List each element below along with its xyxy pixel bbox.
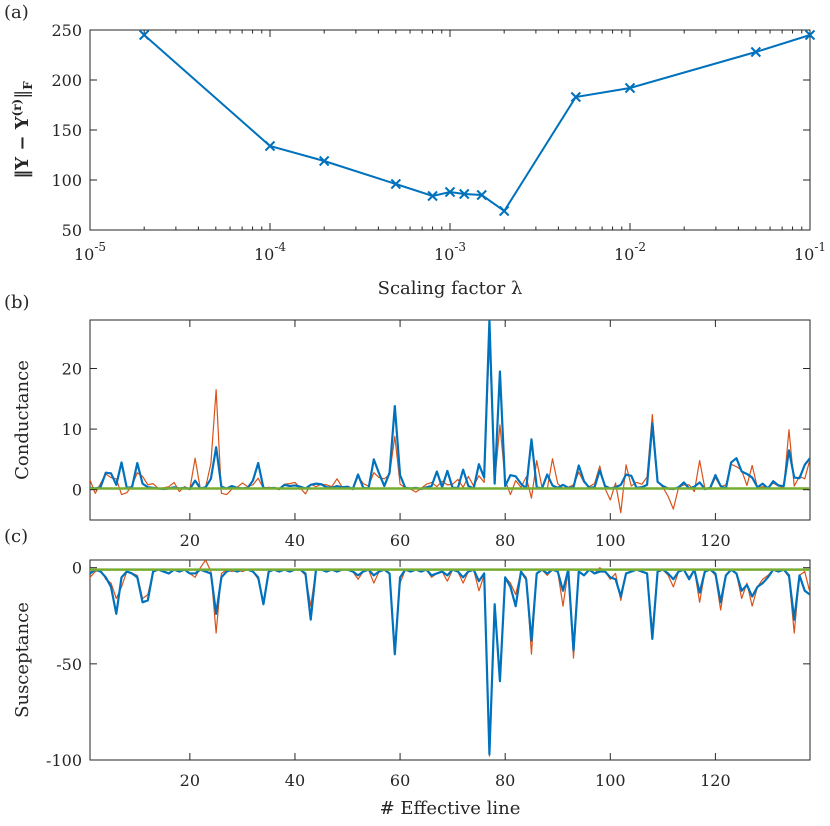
panel-a-ylabel-sup: (r) <box>10 99 24 117</box>
series-line <box>90 568 810 756</box>
x-tick-label: 100 <box>595 531 626 550</box>
x-tick-base: 10 <box>794 245 814 264</box>
panel-b-axes-box <box>89 319 811 521</box>
x-tick-label: 10-2 <box>614 240 646 264</box>
panel-a-ylabel: ‖Y − Y(r)‖F <box>10 81 35 179</box>
x-tick-label: 60 <box>390 771 410 790</box>
data-point-marker <box>138 29 150 41</box>
x-tick-exponent: -3 <box>454 240 466 254</box>
panel-c-xlabel: # Effective line <box>380 798 521 819</box>
panel-c-series <box>90 560 810 757</box>
panel-c-ylabel: Susceptance <box>12 602 33 718</box>
data-point-marker <box>750 46 762 58</box>
panel-b-series <box>90 320 810 514</box>
data-point-marker <box>264 140 276 152</box>
panel-b-label: (b) <box>4 292 30 313</box>
x-tick-label: 10-5 <box>74 240 106 264</box>
y-tick-label: 250 <box>51 21 82 40</box>
data-point-marker <box>498 205 510 217</box>
data-point-marker <box>624 82 636 94</box>
x-tick-label: 10-1 <box>794 240 826 264</box>
data-point-marker <box>318 155 330 167</box>
data-point-marker <box>390 178 402 190</box>
x-tick-label: 20 <box>180 771 200 790</box>
data-point-marker <box>459 188 470 200</box>
panel-b-ticks: 20 40 60 80 100 120 0 10 20 <box>62 320 810 550</box>
x-tick-exponent: -2 <box>634 240 646 254</box>
x-tick-label: 40 <box>285 531 305 550</box>
panel-a-ylabel-sub: F <box>21 81 35 90</box>
panel-a-xlabel: Scaling factor λ <box>378 278 523 299</box>
panel-c-label: (c) <box>4 526 28 547</box>
panel-b-ylabel: Conductance <box>12 360 33 480</box>
x-tick-base: 10 <box>254 245 274 264</box>
panel-b: (b) 20 40 60 80 100 120 0 10 20 Conductance <box>4 292 811 550</box>
y-tick-label: -100 <box>46 751 82 770</box>
panel-a-ylabel-end: ‖ <box>12 90 33 99</box>
y-tick-label: 20 <box>62 359 82 378</box>
panel-c-axes-box <box>89 559 811 761</box>
x-tick-label: 40 <box>285 771 305 790</box>
series-line <box>90 337 810 514</box>
x-tick-label: 120 <box>700 531 731 550</box>
x-tick-label: 60 <box>390 531 410 550</box>
x-tick-base: 10 <box>74 245 94 264</box>
x-tick-label: 80 <box>495 771 515 790</box>
x-tick-exponent: -4 <box>274 240 286 254</box>
panel-a-axes-box <box>89 29 811 231</box>
panel-a-ylabel-base: ‖Y − Y <box>12 115 33 178</box>
x-tick-label: 10-3 <box>434 240 466 264</box>
x-tick-base: 10 <box>434 245 454 264</box>
y-tick-label: 100 <box>51 171 82 190</box>
x-tick-exponent: -5 <box>94 240 106 254</box>
x-tick-base: 10 <box>614 245 634 264</box>
y-tick-label: 200 <box>51 71 82 90</box>
panel-c: (c) 20 40 60 80 100 120 -100 -50 0 Susceptance #… <box>4 526 811 819</box>
y-tick-label: 50 <box>62 221 82 240</box>
x-tick-label: 120 <box>700 771 731 790</box>
y-tick-label: 0 <box>72 481 82 500</box>
data-point-marker <box>444 186 456 198</box>
data-point-marker <box>476 189 487 201</box>
y-tick-label: 150 <box>51 121 82 140</box>
data-point-marker <box>804 29 816 41</box>
panel-a-series <box>138 29 816 217</box>
x-tick-label: 20 <box>180 531 200 550</box>
y-tick-label: 10 <box>62 420 82 439</box>
panel-a-label: (a) <box>4 2 29 23</box>
y-tick-label: -50 <box>56 655 82 674</box>
series-group <box>90 560 810 757</box>
data-point-marker <box>427 190 438 202</box>
x-tick-label: 80 <box>495 531 515 550</box>
x-tick-label: 10-4 <box>254 240 286 264</box>
data-point-marker <box>570 91 582 103</box>
x-tick-exponent: -1 <box>814 240 826 254</box>
y-tick-label: 0 <box>72 559 82 578</box>
series-group <box>90 320 810 514</box>
x-tick-label: 100 <box>595 771 626 790</box>
panel-c-ticks: 20 40 60 80 100 120 -100 -50 0 <box>46 559 810 790</box>
